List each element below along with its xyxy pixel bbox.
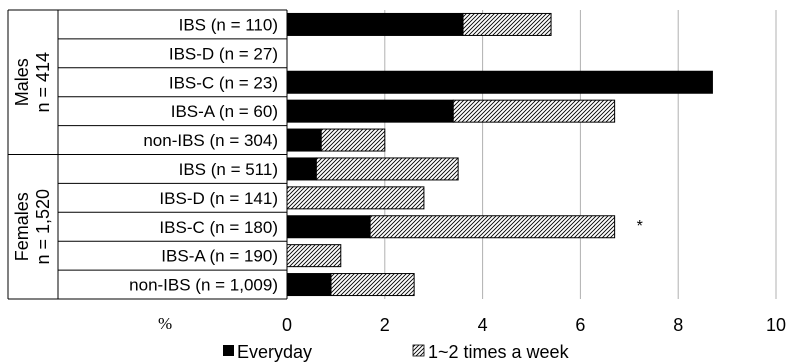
x-tick-label: 6 (575, 315, 585, 335)
bar-everyday-3 (286, 99, 454, 123)
category-label: IBS-D (n = 141) (159, 189, 278, 208)
bar-weekly-9 (330, 273, 415, 297)
x-tick-label: 4 (478, 315, 488, 335)
bar-everyday-7 (286, 215, 371, 239)
bar-weekly-5 (315, 157, 459, 181)
bar-weekly-8 (286, 244, 342, 268)
legend-swatch-everyday (223, 345, 234, 356)
significance-marker: * (637, 218, 643, 235)
legend-swatch-weekly (412, 344, 425, 357)
category-label: IBS (n = 110) (179, 15, 278, 34)
x-tick-label: 2 (380, 315, 390, 335)
category-table-lines (7, 9, 288, 300)
group-label-1-line2: n = 1,520 (33, 189, 53, 265)
category-label: non-IBS (n = 304) (143, 131, 278, 150)
bar-weekly-3 (452, 99, 616, 123)
legend-label-weekly: 1~2 times a week (428, 342, 570, 362)
bar-everyday-9 (286, 273, 332, 297)
bar-everyday-5 (286, 157, 317, 181)
bar-weekly-0 (462, 12, 552, 36)
annotations: * (637, 218, 643, 235)
category-label: non-IBS (n = 1,009) (129, 276, 278, 295)
bar-everyday-2 (286, 70, 713, 94)
group-label-0-line2: n = 414 (33, 52, 53, 113)
category-label: IBS-A (n = 60) (171, 102, 278, 121)
x-tick-labels: 0 2 4 6 8 10 (282, 315, 786, 335)
bar-weekly-6 (286, 186, 425, 210)
x-tick-label: 0 (282, 315, 292, 335)
group-labels: Males n = 414 Females n = 1,520 (12, 52, 53, 265)
x-tick-label: 10 (766, 315, 786, 335)
bar-everyday-4 (286, 128, 322, 152)
group-label-1-line1: Females (12, 192, 32, 261)
category-label: IBS-A (n = 190) (161, 247, 278, 266)
legend: Everyday 1~2 times a week (223, 342, 570, 362)
category-label: IBS-C (n = 23) (169, 73, 278, 92)
x-axis-unit-label: % (158, 314, 172, 333)
category-label: IBS-D (n = 27) (169, 44, 278, 63)
group-label-0-line1: Males (12, 58, 32, 106)
category-label: IBS-C (n = 180) (159, 218, 278, 237)
gridlines (384, 10, 777, 299)
bar-weekly-4 (320, 128, 386, 152)
legend-label-everyday: Everyday (237, 342, 312, 362)
category-labels: IBS (n = 110) IBS-D (n = 27) IBS-C (n = 23… (129, 15, 278, 294)
bars (286, 12, 713, 297)
category-label: IBS (n = 511) (179, 160, 278, 179)
bar-weekly-7 (369, 215, 616, 239)
x-tick-label: 8 (673, 315, 683, 335)
bar-everyday-0 (286, 12, 464, 36)
